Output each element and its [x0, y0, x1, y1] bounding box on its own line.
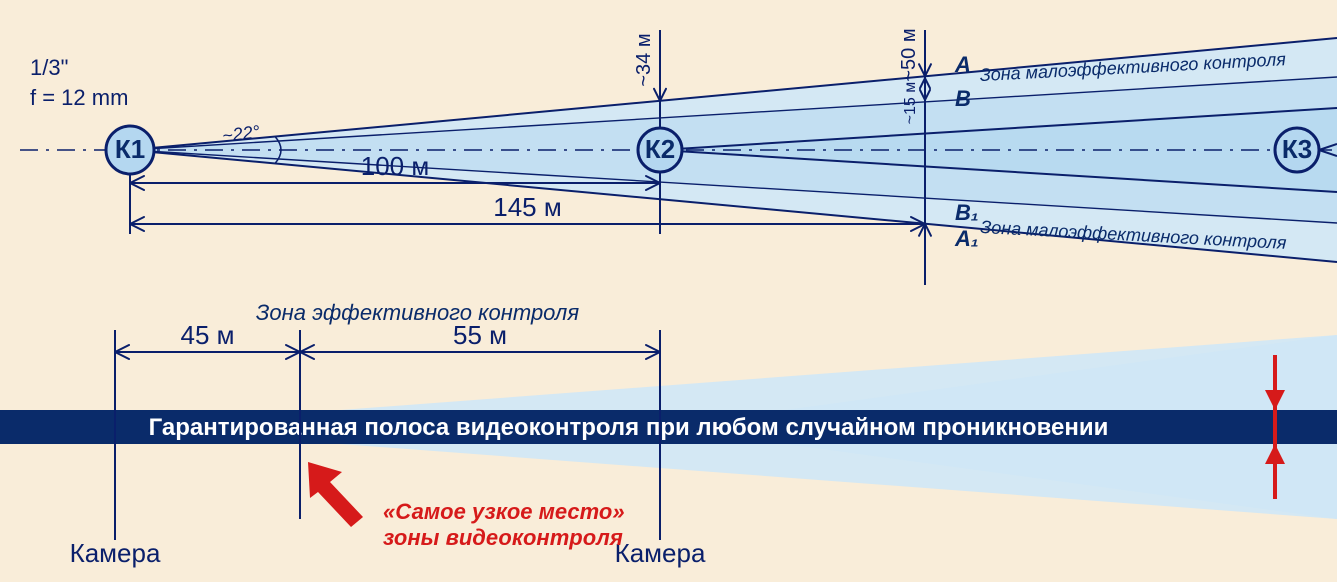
dim-15: ~15 м — [902, 82, 919, 125]
camera-label: К1 — [115, 134, 145, 164]
pt-A1: А₁ — [954, 226, 979, 251]
camera-label: К2 — [645, 134, 675, 164]
lens-sensor: 1/3" — [30, 55, 68, 80]
pt-B1: В₁ — [955, 200, 979, 225]
pt-B: В — [955, 86, 971, 111]
dim-label: 100 м — [361, 151, 429, 181]
narrow-line1: «Самое узкое место» — [383, 499, 625, 524]
camera-caption-2: Камера — [615, 538, 706, 568]
camera-caption-1: Камера — [70, 538, 161, 568]
dim-label: 55 м — [453, 320, 507, 350]
eff-zone-title: Зона эффективного контроля — [256, 300, 579, 325]
dim-50: ~50 м — [898, 28, 920, 81]
lens-focal: f = 12 mm — [30, 85, 128, 110]
dim-34: ~34 м — [633, 33, 655, 86]
narrow-line2: зоны видеоконтроля — [383, 525, 623, 550]
dim-label: 145 м — [493, 192, 561, 222]
camera-label: К3 — [1282, 134, 1312, 164]
band-text: Гарантированная полоса видеоконтроля при… — [149, 414, 1109, 441]
dim-label: 45 м — [180, 320, 234, 350]
diagram-root: 1/3"f = 12 mm~22°100 м145 м~34 м~50 м~15… — [0, 0, 1337, 582]
pt-A: А — [954, 52, 971, 77]
